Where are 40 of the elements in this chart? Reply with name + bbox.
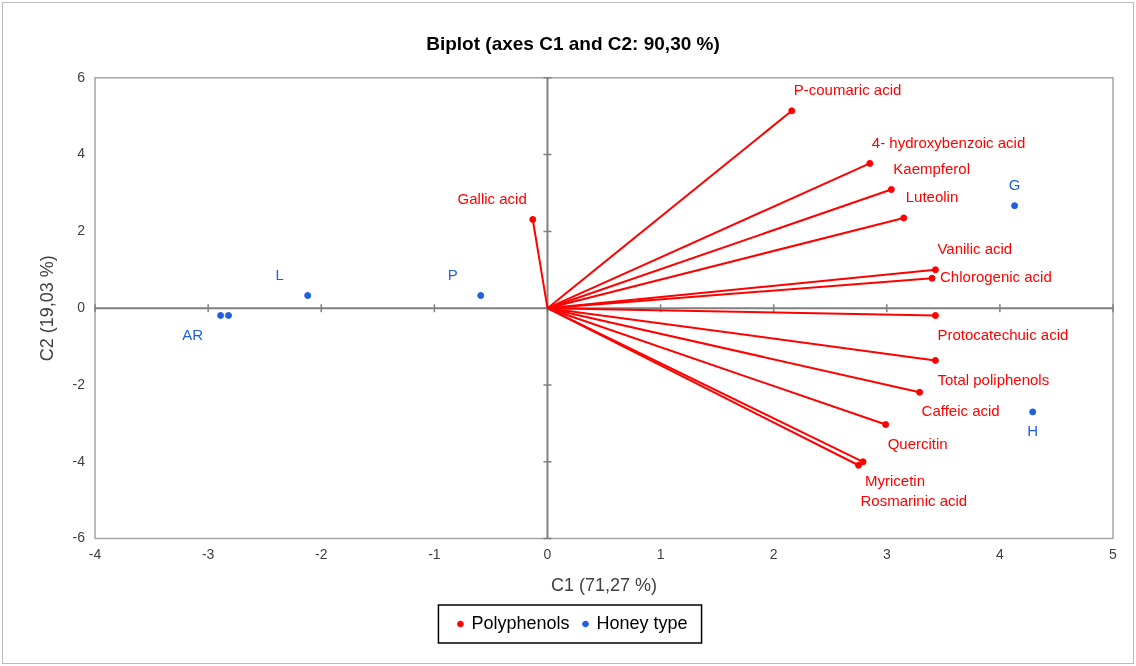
- annotation: Quercitin: [887, 434, 948, 452]
- y-tick-label: -2: [72, 375, 86, 392]
- y-tick-label: 2: [77, 222, 86, 239]
- annotation: Chlorogenic acid: [940, 268, 1052, 286]
- legend-label: Honey type: [596, 612, 688, 633]
- legend-label: Polyphenols: [471, 612, 570, 633]
- y-tick-label: 0: [77, 299, 86, 316]
- chart-title: Biplot (axes C1 and C2: 90,30 %): [426, 32, 720, 54]
- annotation: Vanilic acid: [937, 239, 1013, 257]
- y-axis-title: C2 (19,03 %): [36, 255, 57, 362]
- annotation: Myricetin: [865, 471, 926, 489]
- annotation: AR: [182, 325, 204, 343]
- annotation: Gallic acid: [457, 189, 527, 207]
- annotation: H: [1027, 422, 1039, 440]
- x-tick-label: -4: [88, 545, 102, 562]
- annotation: G: [1008, 175, 1021, 193]
- x-tick-label: 3: [882, 545, 891, 562]
- annotation: 4- hydroxybenzoic acid: [871, 133, 1026, 151]
- annotation: Total poliphenols: [937, 370, 1050, 388]
- x-tick-label: 4: [996, 545, 1004, 562]
- y-tick-label: -4: [72, 452, 86, 469]
- x-tick-label: 5: [1109, 545, 1118, 562]
- x-tick-label: -1: [428, 545, 441, 562]
- annotation: Protocatechuic acid: [937, 325, 1069, 343]
- annotation: Kaempferol: [893, 159, 971, 177]
- annotation: P: [447, 265, 458, 283]
- x-tick-label: 1: [656, 545, 665, 562]
- x-tick-label: -3: [201, 545, 215, 562]
- x-axis-title: C1 (71,27 %): [550, 575, 658, 596]
- y-tick-label: -6: [72, 529, 86, 546]
- annotation: P-coumaric acid: [793, 80, 902, 98]
- annotation: Luteolin: [905, 188, 959, 206]
- x-tick-label: -2: [315, 545, 328, 562]
- y-tick-label: 6: [77, 68, 86, 85]
- y-tick-label: 4: [77, 145, 86, 162]
- x-tick-label: 2: [769, 545, 778, 562]
- annotation: Rosmarinic acid: [860, 492, 968, 510]
- annotation: Caffeic acid: [921, 402, 1000, 420]
- annotation: L: [275, 265, 284, 283]
- x-tick-label: 0: [543, 545, 552, 562]
